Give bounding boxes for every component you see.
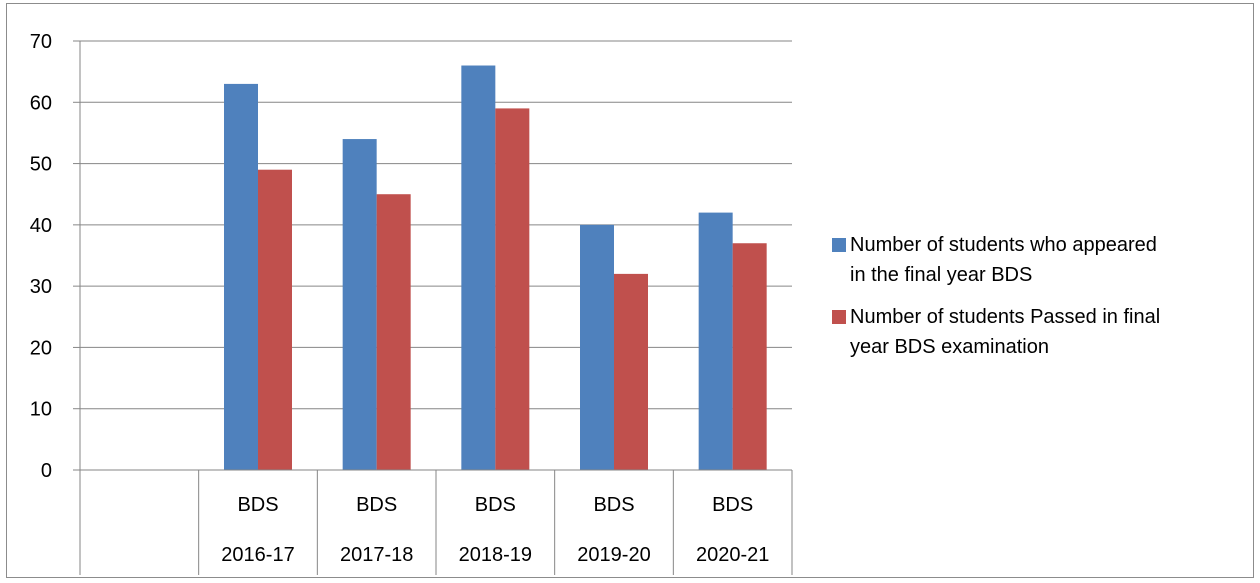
category-label-bottom: 2016-17 xyxy=(221,544,294,566)
category-label-bottom: 2020-21 xyxy=(696,544,769,566)
category-label-top: BDS xyxy=(712,494,753,516)
bar-passed xyxy=(495,108,530,471)
category-label-top: BDS xyxy=(356,494,397,516)
y-tick-label: 30 xyxy=(30,276,52,298)
bar-appeared xyxy=(342,139,377,471)
bar-passed xyxy=(732,243,767,470)
bar-appeared xyxy=(580,224,614,470)
y-tick-label: 50 xyxy=(30,154,52,176)
legend-item-passed: Number of students Passed in final year … xyxy=(832,302,1252,362)
bar-appeared xyxy=(698,212,733,470)
legend-swatch-appeared xyxy=(832,238,846,252)
category-label-top: BDS xyxy=(593,494,634,516)
legend: Number of students who appeared in the f… xyxy=(832,230,1252,374)
legend-item-appeared: Number of students who appeared in the f… xyxy=(832,230,1252,290)
category-label-bottom: 2019-20 xyxy=(577,544,650,566)
category-label-top: BDS xyxy=(475,494,516,516)
category-label-top: BDS xyxy=(237,494,278,516)
legend-label-appeared: Number of students who appeared in the f… xyxy=(850,234,1157,286)
bar-appeared xyxy=(224,83,258,471)
bar-appeared xyxy=(461,65,496,470)
category-label-bottom: 2018-19 xyxy=(459,544,532,566)
y-tick-label: 70 xyxy=(30,31,52,53)
y-tick-label: 60 xyxy=(30,92,52,114)
category-label-bottom: 2017-18 xyxy=(340,544,413,566)
legend-swatch-passed xyxy=(832,310,846,324)
bar-passed xyxy=(258,169,292,470)
y-tick-label: 40 xyxy=(30,215,52,237)
y-tick-label: 0 xyxy=(41,460,52,482)
bar-passed xyxy=(614,273,648,470)
bar-passed xyxy=(376,194,411,470)
y-tick-label: 20 xyxy=(30,337,52,359)
y-tick-label: 10 xyxy=(30,399,52,421)
legend-label-passed: Number of students Passed in final year … xyxy=(850,306,1161,358)
